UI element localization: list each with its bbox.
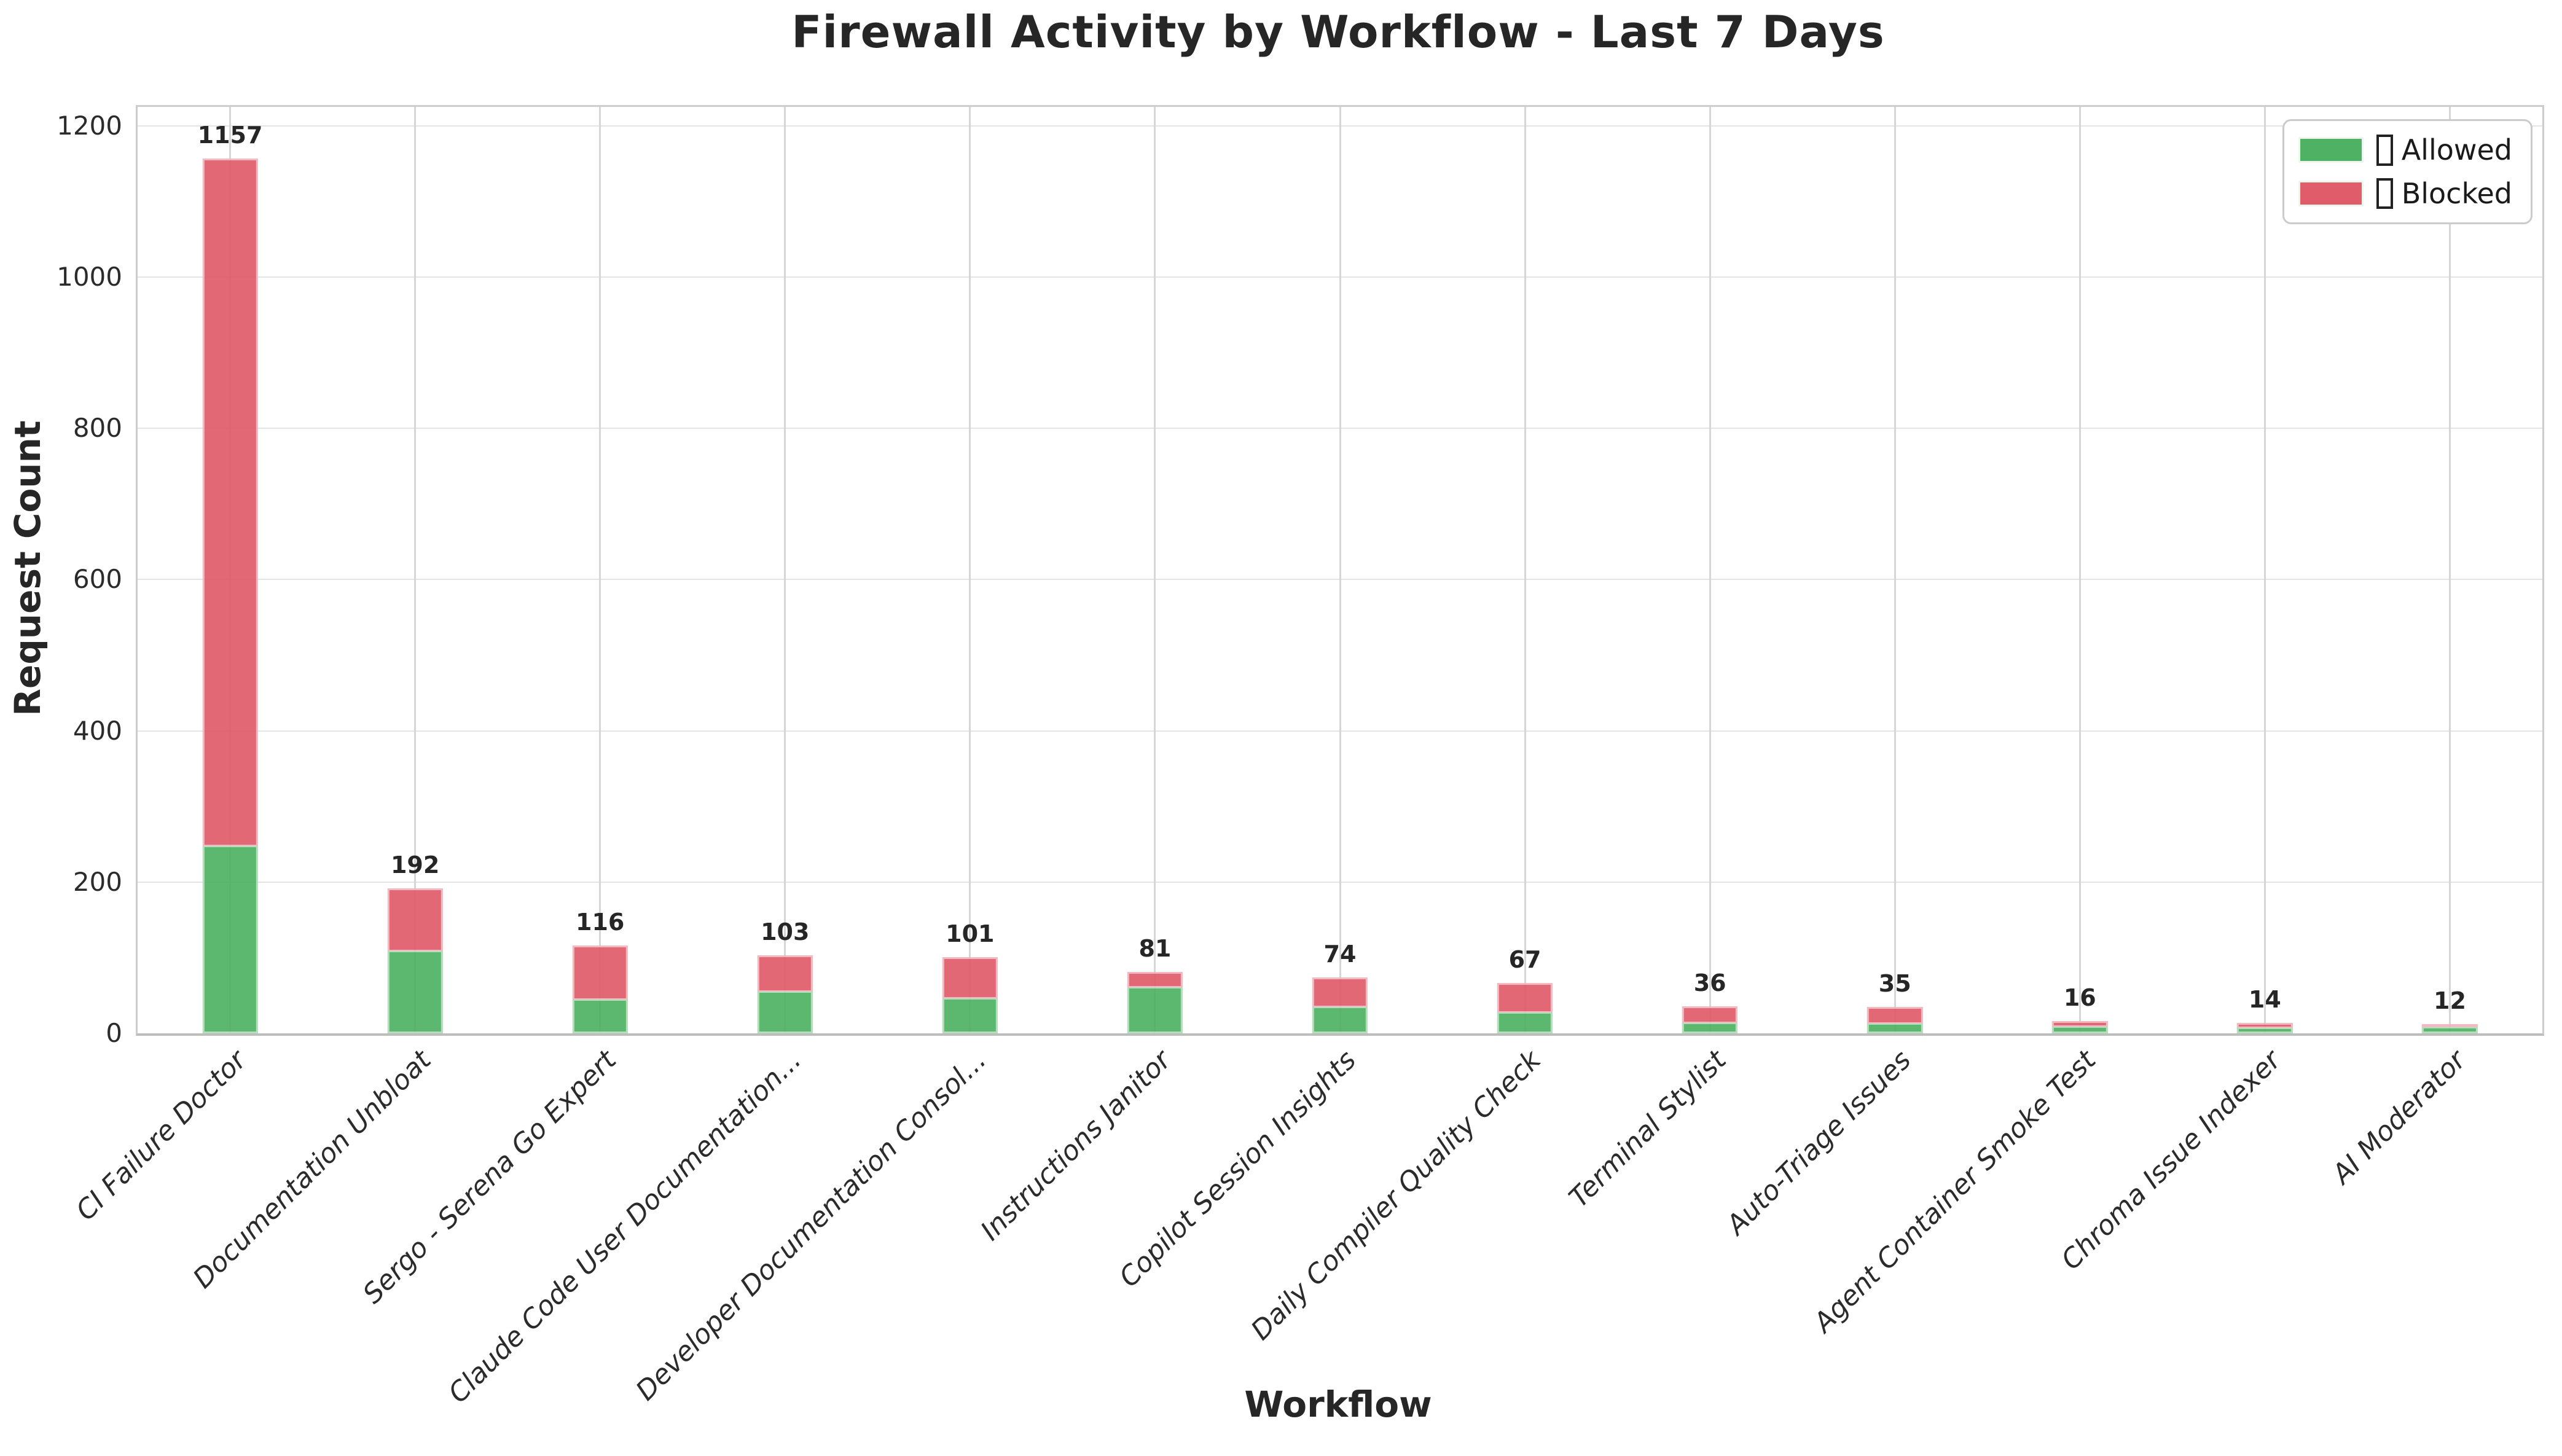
bar-segment-blocked — [2237, 1022, 2293, 1028]
v-gridline — [969, 107, 971, 1033]
stacked-bar — [1497, 982, 1553, 1033]
stacked-bar — [2052, 1021, 2108, 1033]
bar-total-label: 16 — [2063, 984, 2096, 1012]
x-tick-label: Chroma Issue Indexer — [2055, 1044, 2287, 1277]
legend-swatch-allowed — [2298, 137, 2364, 163]
x-axis-label: Workflow — [1244, 1384, 1432, 1425]
stacked-bar — [2422, 1024, 2478, 1033]
bar-segment-allowed — [202, 845, 258, 1033]
v-gridline — [1154, 107, 1156, 1033]
v-gridline — [1709, 107, 1711, 1033]
bar-total-label: 67 — [1508, 945, 1542, 973]
bar-segment-blocked — [572, 945, 628, 1000]
bar-segment-blocked — [942, 957, 998, 999]
v-gridline — [1339, 107, 1341, 1033]
v-gridline — [1894, 107, 1896, 1033]
legend-item-blocked: Blocked — [2298, 176, 2512, 210]
x-tick-label: CI Failure Doctor — [69, 1044, 253, 1227]
v-gridline — [2078, 107, 2081, 1033]
v-gridline — [599, 107, 601, 1033]
bar-segment-allowed — [757, 992, 813, 1033]
bar-segment-blocked — [387, 888, 443, 951]
bar-segment-blocked — [757, 955, 813, 992]
bar-total-label: 12 — [2434, 987, 2466, 1015]
bar-total-label: 81 — [1138, 935, 1172, 963]
legend-label-allowed: Allowed — [2401, 133, 2512, 167]
legend-item-allowed: Allowed — [2298, 133, 2512, 167]
x-tick-label: Developer Documentation Consol... — [630, 1044, 992, 1407]
plot-area: Allowed Blocked 0 200 400 600 800 1000 1200 115… — [57, 105, 2544, 1409]
bar-segment-blocked — [2052, 1021, 2108, 1027]
stacked-bar — [572, 945, 628, 1033]
bar-segment-allowed — [2422, 1027, 2478, 1033]
stacked-bar — [757, 955, 813, 1033]
missing-emoji-box-icon — [2376, 135, 2393, 166]
bar-total-label: 35 — [1878, 969, 1911, 997]
stacked-bar — [2237, 1022, 2293, 1033]
stacked-bar — [1682, 1006, 1738, 1033]
stacked-bar — [1867, 1006, 1923, 1033]
y-tick-label: 200 — [72, 866, 122, 897]
y-tick-label: 600 — [72, 564, 122, 595]
legend-label-blocked: Blocked — [2401, 176, 2512, 210]
bar-segment-blocked — [2422, 1024, 2478, 1028]
x-tick-label: Terminal Stylist — [1562, 1044, 1733, 1214]
bar-segment-blocked — [1867, 1006, 1923, 1024]
bar-segment-allowed — [1682, 1022, 1738, 1033]
stacked-bar — [1127, 972, 1183, 1033]
bar-segment-blocked — [1312, 977, 1368, 1007]
bar-total-label: 192 — [390, 851, 440, 879]
x-tick-label: Claude Code User Documentation... — [442, 1044, 807, 1409]
y-tick-label: 400 — [72, 715, 122, 746]
chart-title: Firewall Activity by Workflow - Last 7 D… — [791, 6, 1885, 58]
bar-segment-allowed — [2052, 1026, 2108, 1033]
v-gridline — [2263, 107, 2266, 1033]
stacked-bar — [942, 957, 998, 1033]
missing-emoji-box-icon — [2376, 178, 2393, 209]
y-axis-label: Request Count — [7, 420, 49, 716]
v-gridline — [1524, 107, 1526, 1033]
x-tick-label: Auto-Triage Issues — [1720, 1044, 1918, 1241]
bar-segment-allowed — [2237, 1028, 2293, 1033]
stacked-bar — [202, 158, 258, 1033]
bar-segment-allowed — [942, 998, 998, 1033]
bar-segment-allowed — [1127, 987, 1183, 1033]
bar-segment-allowed — [387, 950, 443, 1033]
bar-segment-blocked — [202, 158, 258, 846]
bar-segment-allowed — [1867, 1024, 1923, 1033]
bar-total-label: 101 — [946, 920, 995, 947]
x-tick-label: Daily Compiler Quality Check — [1245, 1044, 1548, 1347]
v-gridline — [414, 107, 417, 1033]
stacked-bar — [387, 888, 443, 1033]
legend-swatch-blocked — [2298, 180, 2364, 206]
bar-total-label: 14 — [2248, 985, 2281, 1013]
bar-segment-allowed — [572, 999, 628, 1033]
y-tick-label: 800 — [72, 413, 122, 444]
bar-segment-allowed — [1312, 1006, 1368, 1033]
x-tick-label: AI Moderator — [2326, 1044, 2472, 1191]
bar-segment-blocked — [1682, 1006, 1738, 1023]
y-tick-label: 1200 — [57, 110, 122, 141]
bar-segment-blocked — [1127, 972, 1183, 987]
bar-total-label: 74 — [1323, 940, 1357, 968]
bar-total-label: 36 — [1693, 969, 1726, 996]
v-gridline — [2448, 107, 2451, 1033]
bar-total-label: 116 — [576, 909, 625, 936]
stacked-bar — [1312, 977, 1368, 1033]
bar-segment-allowed — [1497, 1012, 1553, 1033]
bar-total-label: 1157 — [197, 121, 263, 149]
x-tick-label: Instructions Janitor — [974, 1044, 1177, 1247]
v-gridline — [784, 107, 786, 1033]
legend: Allowed Blocked — [2282, 119, 2533, 225]
y-tick-label: 0 — [106, 1018, 122, 1048]
bar-segment-blocked — [1497, 982, 1553, 1012]
bar-total-label: 103 — [761, 918, 810, 946]
y-tick-label: 1000 — [57, 261, 122, 292]
